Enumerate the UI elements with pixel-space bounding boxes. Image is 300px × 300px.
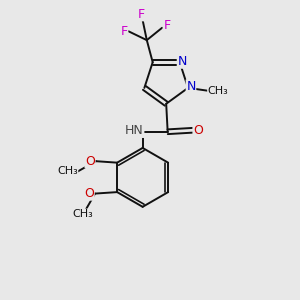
Text: O: O: [84, 187, 94, 200]
Text: O: O: [85, 155, 95, 168]
Text: N: N: [186, 80, 196, 93]
Text: CH₃: CH₃: [208, 86, 228, 96]
Text: F: F: [121, 25, 128, 38]
Text: F: F: [138, 8, 145, 21]
Text: F: F: [163, 19, 170, 32]
Text: O: O: [193, 124, 203, 137]
Text: HN: HN: [125, 124, 144, 137]
Text: N: N: [177, 55, 187, 68]
Text: CH₃: CH₃: [72, 209, 93, 219]
Text: CH₃: CH₃: [57, 167, 78, 176]
